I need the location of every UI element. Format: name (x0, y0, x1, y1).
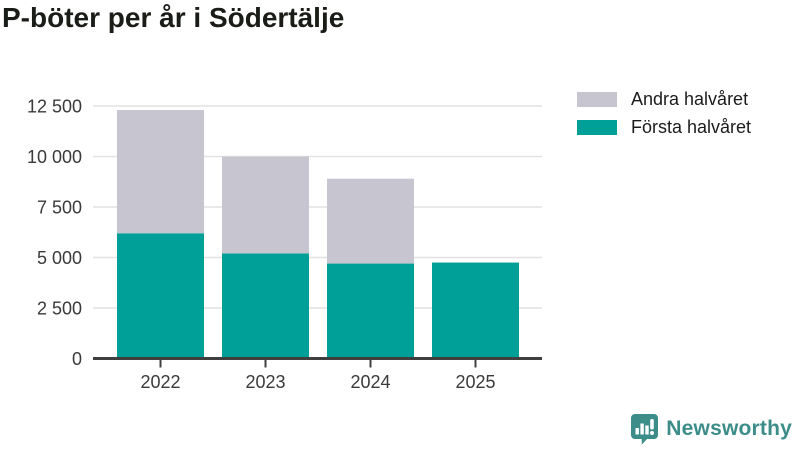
y-tick-label-7500: 7 500 (37, 198, 82, 218)
bar-2022-andra-halv-ret (117, 110, 204, 234)
bar-2023-andra-halv-ret (222, 156, 309, 254)
legend-item: Andra halvåret (577, 89, 751, 109)
y-tick-label-10000: 10 000 (27, 147, 82, 167)
bar-2025-f-rsta-halv-ret (432, 262, 519, 359)
legend-swatch (577, 120, 617, 135)
newsworthy-logo: Newsworthy (630, 413, 792, 445)
bar-2022-f-rsta-halv-ret (117, 233, 204, 359)
bar-2024-f-rsta-halv-ret (327, 263, 414, 359)
legend-item: Första halvåret (577, 117, 752, 137)
x-tick-label-2025: 2025 (455, 372, 495, 392)
y-tick-label-0: 0 (72, 349, 82, 369)
x-tick-label-2023: 2023 (245, 372, 285, 392)
bar-chart-speech-bubble-icon (631, 414, 659, 445)
chart-title: P-böter per år i Södertälje (2, 2, 345, 33)
y-tick-label-12500: 12 500 (27, 97, 82, 117)
legend-label: Andra halvåret (631, 89, 749, 109)
y-tick-label-5000: 5 000 (37, 248, 82, 268)
legend-label: Första halvåret (631, 117, 752, 137)
chart-legend: Andra halvåret Första halvåret (577, 89, 752, 148)
bar-2024-andra-halv-ret (327, 178, 414, 264)
x-tick-label-2024: 2024 (350, 372, 390, 392)
bar-2023-f-rsta-halv-ret (222, 253, 309, 359)
x-tick-label-2022: 2022 (140, 372, 180, 392)
newsworthy-wordmark: Newsworthy (666, 417, 792, 440)
y-tick-label-2500: 2 500 (37, 299, 82, 319)
legend-swatch (577, 92, 617, 107)
